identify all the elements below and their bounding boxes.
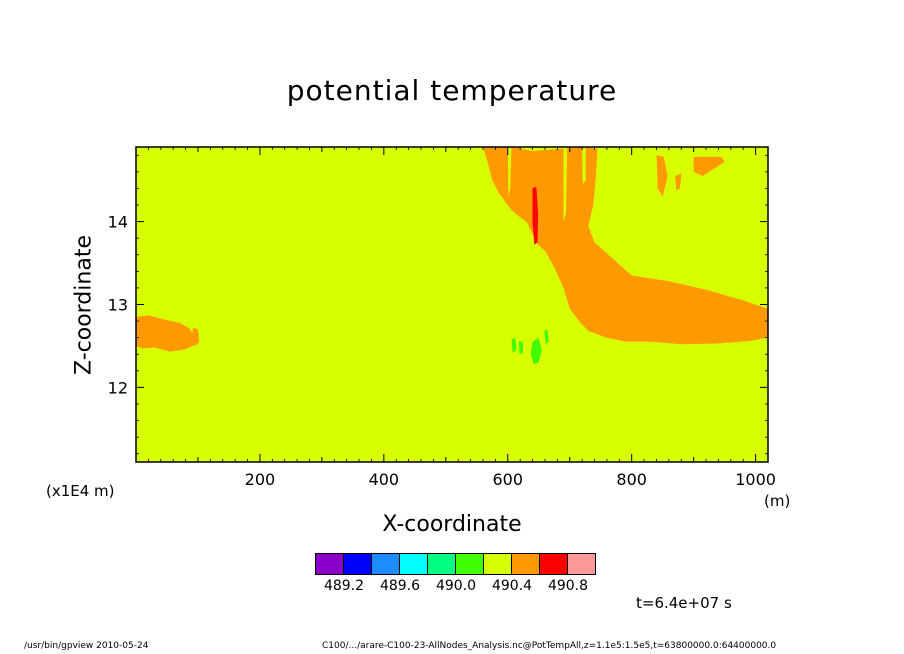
x-unit-label: (m) [764,492,791,510]
footer-right: C100/.../arare-C100-23-AllNodes_Analysis… [322,641,777,651]
plume-gap-1 [507,147,512,197]
colorbar-swatch [372,554,400,574]
colorbar-swatch [484,554,512,574]
region-upper-right-2 [693,156,725,176]
colorbar-swatch [540,554,568,574]
contour-field [136,147,768,462]
colorbar [315,553,596,575]
colorbar-label: 489.2 [323,578,365,594]
colorbar-label: 490.8 [547,578,589,594]
region-green-patch-4 [544,329,549,345]
chart-title: potential temperature [286,74,618,107]
colorbar-swatch [456,554,484,574]
x-tick-label: 200 [245,470,276,489]
time-label: t=6.4e+07 s [636,594,732,612]
region-green-patch-3 [518,341,524,355]
region-green-patch-1 [530,337,542,365]
colorbar-swatch [428,554,456,574]
region-central-plume [483,147,768,345]
x-tick-label: 400 [369,470,400,489]
colorbar-swatch [568,554,595,574]
x-tick-label: 800 [616,470,647,489]
region-upper-right-3 [675,173,682,191]
region-left-band [136,315,197,352]
y-tick-label: 12 [108,378,128,397]
x-tick-label: 600 [492,470,523,489]
y-tick-label: 13 [108,296,128,315]
x-axis-label: X-coordinate [382,512,522,537]
colorbar-label: 489.6 [379,578,421,594]
colorbar-label: 490.0 [435,578,477,594]
y-axis-label: Z-coordinate [71,235,97,375]
y-scale-note: (x1E4 m) [46,482,115,500]
y-tick-label: 14 [108,213,128,232]
colorbar-swatch [316,554,344,574]
colorbar-swatch [344,554,372,574]
region-green-patch-2 [511,337,517,353]
region-left-band-tip [191,327,200,346]
region-red-streak [532,186,539,245]
colorbar-swatch [400,554,428,574]
axes: 200 400 600 800 1000 12 13 14 [108,146,776,489]
plume-gap-2 [563,147,568,222]
x-tick-label: 1000 [735,470,776,489]
colorbar-label: 490.4 [491,578,533,594]
plume-gap-3 [582,147,586,185]
footer-left: /usr/bin/gpview 2010-05-24 [24,641,149,651]
region-upper-right-1 [656,155,668,197]
colorbar-swatch [512,554,540,574]
